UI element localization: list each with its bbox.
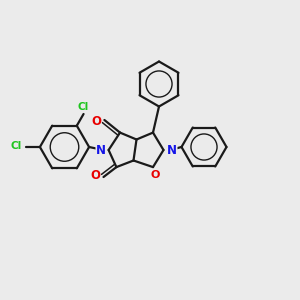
Text: N: N [167, 143, 177, 157]
Text: N: N [96, 143, 106, 157]
Text: O: O [90, 169, 100, 182]
Text: Cl: Cl [78, 101, 89, 112]
Text: O: O [151, 170, 160, 181]
Text: O: O [91, 115, 101, 128]
Text: Cl: Cl [11, 141, 22, 151]
